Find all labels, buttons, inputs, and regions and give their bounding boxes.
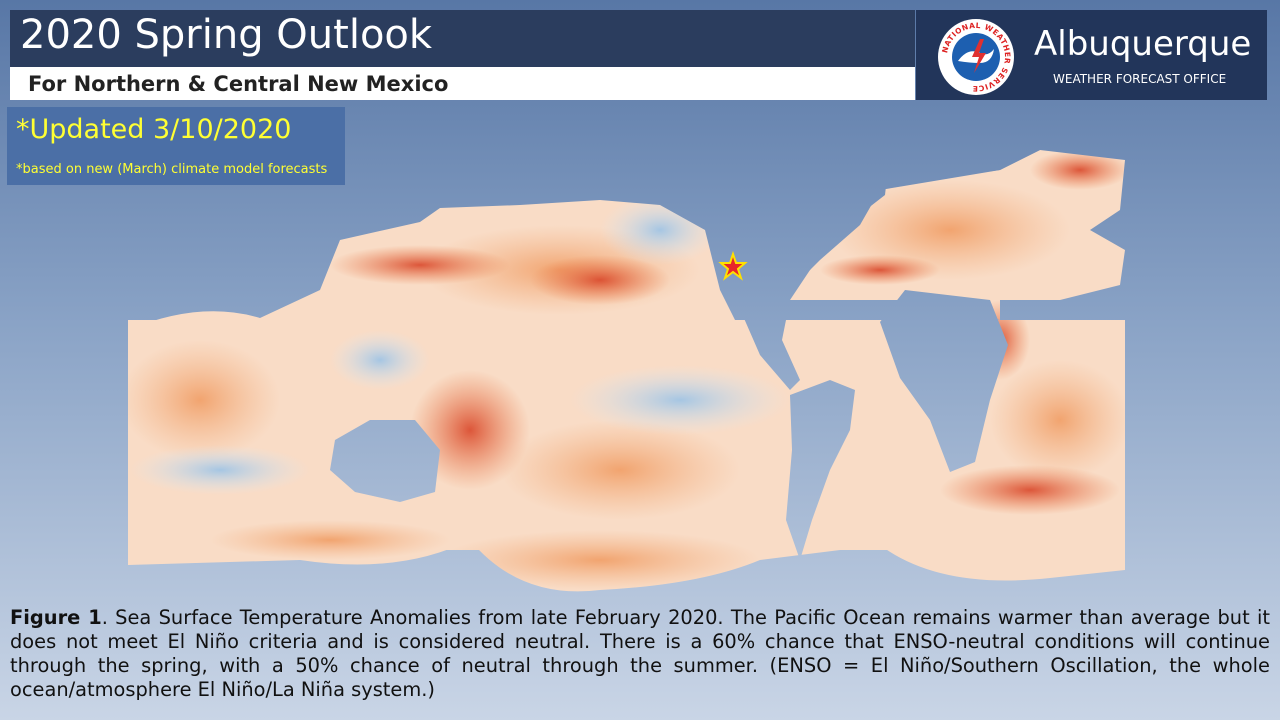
caption-label: Figure 1 [10,606,102,629]
subtitle-bar [10,67,915,100]
figure-caption: Figure 1. Sea Surface Temperature Anomal… [10,606,1270,702]
sst-anomaly [440,530,760,590]
location-star [718,250,748,281]
sst-anomaly [410,370,530,490]
sst-anomaly [330,245,510,285]
sst-anomaly [210,520,450,560]
sst-anomaly-field [120,140,1130,600]
sst-anomaly [570,365,790,435]
subtitle: For Northern & Central New Mexico [28,72,449,96]
sst-anomaly [820,255,940,285]
sst-anomaly [830,180,1070,280]
update-headline: *Updated 3/10/2020 [16,114,292,145]
sst-anomaly [120,340,280,460]
sst-anomaly [130,445,310,495]
caption-text: . Sea Surface Temperature Anomalies from… [10,606,1270,701]
sst-anomaly [500,420,740,520]
sst-anomaly [970,300,1030,380]
sst-map [120,140,1130,600]
nws-logo: NATIONAL WEATHER SERVICE [938,19,1014,95]
sst-anomaly [940,465,1120,515]
sst-anomaly [330,330,430,390]
sst-anomaly [600,195,720,265]
sst-anomaly [530,255,670,305]
title: 2020 Spring Outlook [20,12,433,58]
sst-anomaly [990,360,1130,480]
office-type: WEATHER FORECAST OFFICE [1053,72,1227,86]
title-bar [10,10,915,67]
sst-anomaly [1030,150,1130,190]
logo-bolt [972,39,986,73]
office-name: Albuquerque [1034,24,1252,64]
